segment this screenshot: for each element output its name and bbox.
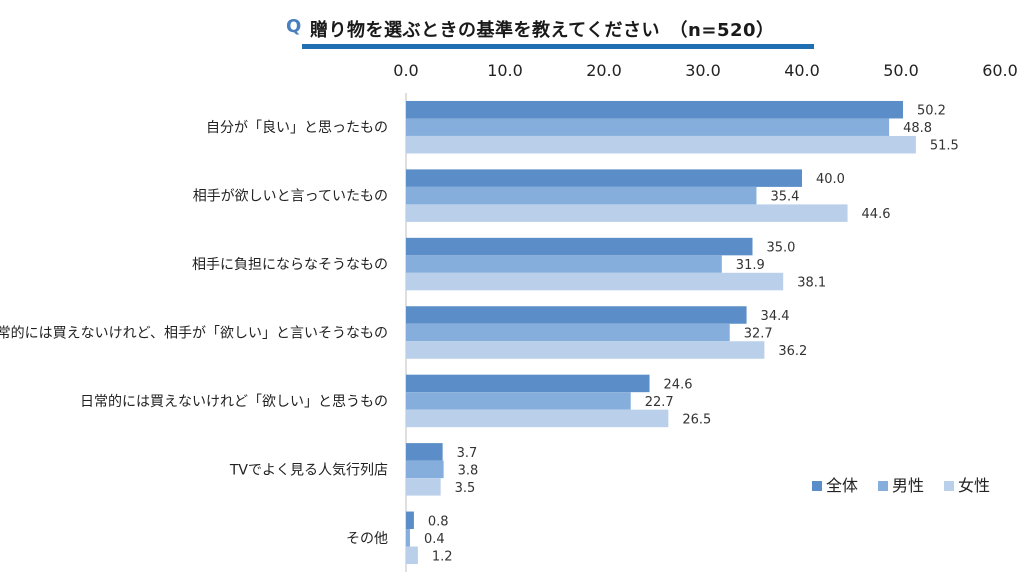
data-label: 1.2 — [432, 549, 453, 564]
bar — [406, 392, 631, 410]
data-label: 35.4 — [770, 190, 799, 205]
category-label: 自分が「良い」と思ったもの — [206, 120, 388, 136]
data-label: 50.2 — [917, 104, 946, 119]
x-tick-label: 20.0 — [586, 61, 622, 80]
bar — [406, 478, 441, 496]
bar — [406, 169, 802, 187]
data-label: 44.6 — [862, 207, 891, 222]
category-label: 日常的には買えないけれど、相手が「欲しい」と言いそうなもの — [0, 326, 388, 342]
data-label: 24.6 — [664, 377, 693, 392]
data-label: 3.5 — [455, 481, 476, 496]
bar — [406, 323, 730, 342]
bar — [406, 237, 753, 256]
bar — [406, 272, 784, 291]
data-label: 35.0 — [767, 241, 796, 256]
data-label: 31.9 — [736, 258, 765, 273]
data-label: 40.0 — [816, 172, 845, 187]
bar — [406, 118, 890, 136]
data-label: 0.4 — [424, 532, 445, 547]
bar — [406, 255, 722, 273]
data-label: 26.5 — [682, 412, 711, 427]
category-label: 日常的には買えないけれど「欲しい」と思うもの — [80, 394, 388, 410]
chart-title: 贈り物を選ぶときの基準を教えてください （n=520） — [310, 20, 775, 41]
legend-swatch — [944, 481, 955, 491]
bar — [406, 546, 418, 565]
category-label: 相手が欲しいと言っていたもの — [193, 189, 388, 205]
question-marker: Q — [286, 16, 302, 37]
category-label: 相手に負担にならなそうなもの — [192, 257, 388, 273]
legend-swatch — [878, 481, 889, 491]
legend-label: 男性 — [892, 476, 924, 495]
x-tick-label: 50.0 — [883, 61, 919, 80]
data-label: 22.7 — [645, 395, 674, 410]
data-label: 36.2 — [778, 344, 807, 359]
chart-title-block: Q 贈り物を選ぶときの基準を教えてください （n=520） — [286, 12, 816, 49]
legend-label: 全体 — [826, 476, 858, 495]
legend-label: 女性 — [958, 476, 990, 495]
bar — [406, 443, 443, 461]
bar — [406, 460, 444, 479]
data-label: 0.8 — [428, 514, 449, 529]
bar — [406, 409, 669, 428]
bar — [406, 529, 410, 547]
bar — [406, 306, 747, 324]
bar — [406, 374, 650, 393]
title-underline — [302, 44, 814, 49]
bar — [406, 135, 916, 154]
bar — [406, 511, 414, 530]
data-label: 3.8 — [458, 463, 479, 478]
x-tick-label: 0.0 — [393, 61, 418, 80]
x-tick-label: 10.0 — [487, 61, 523, 80]
bar — [406, 341, 765, 359]
x-tick-label: 40.0 — [784, 61, 820, 80]
data-label: 3.7 — [457, 446, 478, 461]
legend-swatch — [812, 481, 822, 491]
bar — [406, 204, 848, 222]
bar — [406, 100, 903, 119]
x-tick-label: 30.0 — [685, 61, 721, 80]
data-label: 34.4 — [761, 309, 790, 324]
bar — [406, 186, 757, 205]
x-tick-label: 60.0 — [982, 61, 1018, 80]
data-label: 38.1 — [797, 276, 826, 291]
data-label: 32.7 — [744, 327, 773, 342]
data-label: 51.5 — [930, 139, 959, 154]
category-label: その他 — [346, 531, 388, 547]
category-label: TVでよく見る人気行列店 — [229, 462, 388, 478]
data-label: 48.8 — [903, 121, 932, 136]
